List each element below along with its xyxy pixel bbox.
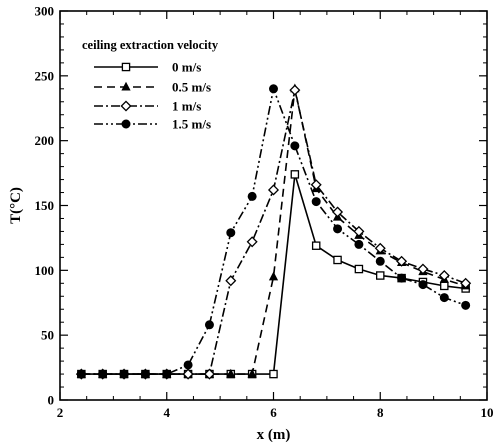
- data-point: [204, 320, 214, 330]
- legend: [94, 62, 158, 129]
- y-tick-label: 300: [35, 4, 55, 19]
- data-point: [226, 228, 236, 238]
- x-tick-label: 2: [57, 405, 64, 420]
- y-tick-label: 100: [35, 263, 55, 278]
- data-point: [162, 369, 172, 379]
- data-point: [269, 84, 278, 94]
- series-line: [81, 89, 466, 375]
- data-point: [438, 270, 450, 282]
- data-point: [268, 271, 279, 281]
- data-point: [76, 369, 86, 379]
- data-point: [375, 256, 385, 266]
- data-point: [440, 281, 449, 291]
- y-tick-label: 0: [48, 393, 55, 408]
- y-tick-label: 50: [41, 328, 54, 343]
- series-0-5-m-s: [76, 83, 471, 378]
- y-tick-label: 200: [35, 133, 55, 148]
- series-line: [81, 88, 466, 375]
- data-point: [311, 197, 321, 207]
- data-point: [418, 280, 428, 290]
- data-point: [354, 239, 364, 249]
- data-point: [310, 179, 322, 191]
- data-point: [333, 224, 343, 234]
- data-point: [182, 368, 194, 380]
- data-point: [439, 293, 449, 303]
- x-axis-title: x (m): [257, 427, 291, 443]
- data-point: [396, 255, 408, 267]
- data-point: [311, 241, 321, 250]
- data-point: [246, 236, 258, 248]
- data-point: [247, 368, 257, 378]
- data-point: [290, 170, 300, 179]
- legend-label-0-5-ms: 0.5 m/s: [172, 80, 211, 95]
- data-point: [460, 277, 472, 289]
- data-point: [140, 369, 150, 379]
- data-point: [226, 368, 236, 378]
- data-point: [289, 84, 301, 96]
- x-tick-label: 6: [270, 405, 277, 420]
- data-point: [417, 263, 429, 275]
- legend-swatch-marker: [121, 62, 131, 72]
- legend-label-1-ms: 1 m/s: [172, 99, 201, 114]
- legend-swatch-marker: [121, 81, 131, 91]
- legend-label-1-5-ms: 1.5 m/s: [172, 117, 211, 132]
- x-tick-label: 4: [164, 405, 171, 420]
- data-point: [461, 300, 471, 310]
- series-1-5-m-s: [76, 84, 471, 379]
- data-point: [247, 191, 257, 201]
- data-point: [333, 255, 342, 265]
- x-tick-label: 8: [377, 405, 384, 420]
- data-point: [354, 264, 364, 274]
- y-tick-label: 250: [35, 68, 55, 83]
- legend-label-0-ms: 0 m/s: [172, 60, 201, 75]
- data-point: [203, 368, 215, 380]
- y-axis-title: T(°C): [8, 187, 24, 224]
- legend-title: ceiling extraction velocity: [82, 38, 219, 52]
- data-point: [183, 360, 193, 370]
- legend-swatch-marker: [120, 100, 132, 112]
- legend-swatch-marker: [121, 119, 131, 129]
- series-1-m-s: [75, 84, 472, 380]
- plot-frame: [59, 10, 488, 401]
- y-tick-label: 150: [35, 198, 55, 213]
- data-point: [375, 271, 385, 280]
- x-tick-label: 10: [481, 405, 494, 420]
- series-line: [81, 88, 466, 375]
- data-point: [225, 275, 237, 287]
- data-point: [397, 273, 407, 283]
- data-point: [290, 141, 300, 151]
- data-point: [374, 242, 386, 254]
- data-point: [353, 225, 365, 237]
- data-point: [119, 369, 129, 379]
- data-point: [98, 369, 108, 379]
- data-point: [267, 184, 280, 196]
- data-point: [269, 369, 278, 379]
- data-point: [332, 206, 344, 218]
